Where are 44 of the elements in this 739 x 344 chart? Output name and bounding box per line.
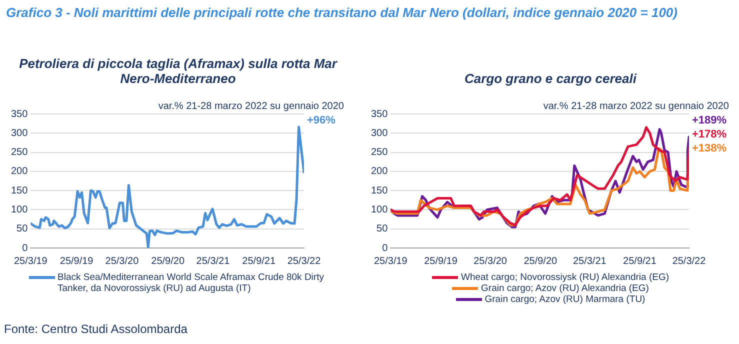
- y-tick-label: 250: [370, 147, 388, 158]
- source-note: Fonte: Centro Studi Assolombarda: [4, 322, 188, 336]
- legend-label: Black Sea/Mediterranean World Scale Aframax Crude 80k Dirty Tanker, da Novorossiysk (RU) ad Augusta (IT): [58, 272, 325, 294]
- text: +178%: [692, 128, 727, 141]
- y-tick-label: 300: [10, 128, 28, 139]
- x-tick-label: 25/9/21: [623, 256, 657, 267]
- y-tick-label: 100: [10, 204, 28, 216]
- y-tick-label: 350: [10, 108, 28, 120]
- y-tick-label: 200: [370, 166, 388, 178]
- x-tick-label: 25/9/20: [151, 256, 185, 267]
- x-tick-label: 25/9/19: [424, 256, 458, 267]
- text: Grafico 3 - Noli marittimi delle principali rotte che transitano dal Mar Nero (dollari, indice gennaio 2020 = 100): [6, 5, 678, 20]
- chart-title: Cargo grano e cargo cereali: [464, 70, 638, 88]
- legend-label: Wheat cargo; Novorossiysk (RU) Alexandria (EG): [460, 272, 669, 283]
- y-tick-label: 250: [10, 147, 28, 158]
- y-tick-label: 150: [10, 185, 28, 196]
- chart-title: Petroliera di piccola taglia (Aframax) sulla rotta Mar Nero-Mediterraneo: [18, 55, 338, 88]
- legend-label: Grain cargo; Azov (RU) Marmara (TU): [484, 294, 646, 305]
- x-tick-label: 25/3/22: [287, 256, 322, 267]
- text: var.% 21-28 marzo 2022 su gennaio 2020: [543, 100, 730, 112]
- x-tick-label: 25/3/21: [572, 256, 607, 267]
- x-tick-label: 25/9/20: [524, 256, 558, 267]
- text: +138%: [692, 142, 727, 155]
- x-tick-label: 25/3/19: [14, 256, 48, 267]
- x-tick-label: 25/3/19: [374, 256, 408, 267]
- text: +189%: [692, 114, 727, 127]
- text: var.% 21-28 marzo 2022 su gennaio 2020: [158, 100, 344, 112]
- x-tick-label: 25/3/22: [672, 256, 706, 267]
- y-tick-label: 50: [376, 224, 388, 235]
- legend-label: Grain cargo; Azov (RU) Alexandria (EG): [481, 283, 649, 294]
- x-tick-label: 25/3/21: [196, 256, 230, 267]
- x-tick-label: 25/3/20: [474, 256, 508, 267]
- y-tick-label: 0: [22, 242, 28, 254]
- y-tick-label: 0: [382, 242, 388, 254]
- y-tick-label: 350: [370, 108, 388, 120]
- y-tick-label: 200: [10, 166, 28, 178]
- y-tick-label: 150: [370, 185, 388, 196]
- x-tick-label: 25/9/21: [242, 256, 276, 267]
- x-tick-label: 25/9/19: [60, 256, 94, 267]
- y-tick-label: 300: [370, 128, 388, 139]
- text: +96%: [307, 114, 336, 127]
- y-tick-label: 100: [370, 204, 388, 216]
- x-tick-label: 25/3/20: [105, 256, 140, 267]
- y-tick-label: 50: [16, 224, 28, 235]
